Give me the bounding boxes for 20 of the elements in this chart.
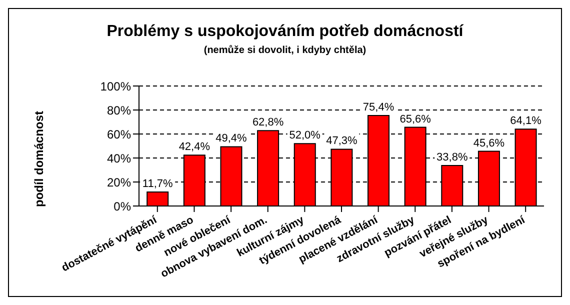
data-label: 11,7% — [142, 178, 174, 190]
data-label: 75,4% — [362, 102, 394, 114]
chart-subtitle: (nemůže si dovolit, i kdyby chtěla) — [202, 45, 368, 56]
chart-title: Problémy s uspokojováním potřeb domácností — [106, 23, 464, 41]
data-label: 42,4% — [178, 141, 210, 154]
y-tick-label: 0% — [114, 199, 132, 214]
data-label: 33,8% — [436, 151, 468, 164]
data-label: 45,6% — [473, 137, 505, 150]
y-tick-label: 60% — [106, 127, 132, 142]
data-label: 52,0% — [289, 130, 321, 142]
y-tick-label: 20% — [106, 175, 132, 190]
y-axis-title: podíl domácnost — [32, 111, 46, 207]
data-label: 65,6% — [400, 113, 432, 126]
data-label: 62,8% — [252, 116, 284, 129]
data-label: 64,1% — [510, 115, 542, 128]
data-label: 47,3% — [326, 135, 358, 148]
y-tick-label: 40% — [106, 151, 132, 166]
data-label: 49,4% — [216, 132, 248, 145]
y-tick-label: 100% — [100, 79, 132, 94]
y-tick-label: 80% — [106, 103, 132, 118]
